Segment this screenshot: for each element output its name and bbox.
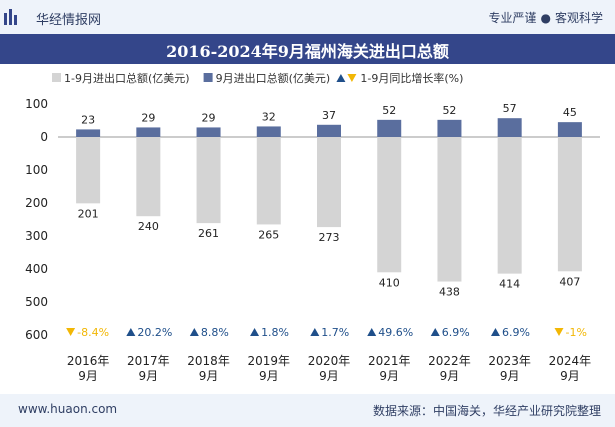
footer-bar — [0, 394, 615, 427]
y-tick-label: 200 — [25, 196, 48, 210]
y-tick-label: 400 — [25, 262, 48, 276]
sept-value-label: 29 — [141, 111, 155, 124]
total-bar — [196, 137, 221, 224]
total-bar — [497, 137, 522, 274]
rate-up-triangle-icon — [310, 328, 320, 336]
rate-value-label: 6.9% — [502, 326, 530, 339]
rate-up-triangle-icon — [367, 328, 377, 336]
y-tick-label: 300 — [25, 229, 48, 243]
y-tick-label: 0 — [40, 130, 48, 144]
sept-value-label: 32 — [262, 110, 276, 123]
category-label: 2022年 9月 — [428, 354, 471, 383]
total-bar — [557, 137, 582, 272]
tagline-left: 专业严谨 — [488, 11, 537, 25]
category-label: 2018年 9月 — [187, 354, 230, 383]
rate-value-label: 20.2% — [137, 326, 172, 339]
sept-bar — [317, 124, 341, 137]
rate-up-triangle-icon — [126, 328, 136, 336]
title-bar — [0, 34, 615, 64]
sept-bar — [437, 119, 462, 137]
brand-logo-icon — [4, 9, 17, 25]
sept-bar — [256, 126, 281, 137]
rate-up-triangle-icon — [250, 328, 260, 336]
rate-value-label: 6.9% — [442, 326, 470, 339]
total-bar — [437, 137, 462, 282]
sept-bar — [76, 129, 101, 137]
category-label: 2019年 9月 — [248, 354, 291, 383]
total-value-label: 261 — [198, 227, 219, 240]
sept-value-label: 52 — [382, 104, 396, 117]
y-tick-label: 100 — [25, 163, 48, 177]
total-bar — [136, 137, 161, 217]
chart-title: 2016-2024年9月福州海关进出口总额 — [166, 42, 449, 61]
legend-label-0: 1-9月进出口总额(亿美元) — [64, 71, 190, 85]
rate-value-label: -1% — [565, 326, 586, 339]
total-value-label: 240 — [138, 220, 159, 233]
y-tick-label: 600 — [25, 328, 48, 342]
chart: 1-9月进出口总额(亿美元) 9月进出口总额(亿美元) 1-9月同比增长率(%) 10… — [25, 71, 600, 383]
total-bar — [256, 137, 281, 225]
category-label: 2021年 9月 — [368, 354, 411, 383]
total-value-label: 407 — [559, 275, 580, 288]
rate-up-triangle-icon — [189, 328, 199, 336]
legend-label-2: 1-9月同比增长率(%) — [360, 71, 463, 85]
legend-down-triangle-icon — [347, 74, 357, 82]
brand-name: 华经情报网 — [36, 13, 102, 28]
legend-swatch-1 — [203, 73, 213, 82]
sept-value-label: 57 — [503, 102, 517, 115]
rate-down-triangle-icon — [66, 328, 76, 336]
rate-value-label: 1.7% — [321, 326, 349, 339]
category-label: 2024年 9月 — [549, 354, 592, 383]
rate-value-label: 1.8% — [261, 326, 289, 339]
sept-bar — [497, 118, 522, 137]
tagline-right: 客观科学 — [554, 11, 603, 25]
category-label: 2016年 9月 — [67, 354, 110, 383]
total-bar — [317, 137, 341, 228]
sept-value-label: 52 — [442, 104, 456, 117]
tagline-dot-icon: ● — [540, 11, 551, 25]
total-bar — [377, 137, 402, 273]
legend-swatch-0 — [52, 73, 61, 82]
footer-url[interactable]: www.huaon.com — [18, 402, 118, 416]
sept-value-label: 45 — [563, 106, 577, 119]
total-value-label: 273 — [319, 231, 340, 244]
sept-value-label: 23 — [81, 113, 95, 126]
rate-up-triangle-icon — [490, 328, 500, 336]
legend-up-triangle-icon — [336, 74, 346, 82]
sept-bar — [196, 127, 221, 137]
sept-bar — [557, 122, 582, 137]
total-value-label: 438 — [439, 286, 460, 299]
rate-down-triangle-icon — [554, 328, 564, 336]
total-bar — [76, 137, 101, 204]
legend-label-1: 9月进出口总额(亿美元) — [216, 71, 331, 85]
sept-bar — [136, 127, 161, 137]
category-label: 2023年 9月 — [488, 354, 531, 383]
total-value-label: 265 — [258, 228, 279, 241]
rate-value-label: -8.4% — [77, 326, 109, 339]
sept-value-label: 29 — [202, 111, 216, 124]
total-value-label: 201 — [78, 207, 99, 220]
rate-value-label: 49.6% — [378, 326, 413, 339]
rate-value-label: 8.8% — [201, 326, 229, 339]
y-tick-label: 500 — [25, 295, 48, 309]
total-value-label: 410 — [379, 276, 400, 289]
rate-up-triangle-icon — [430, 328, 440, 336]
tagline: 专业严谨 ● 客观科学 — [488, 9, 603, 26]
footer-source: 数据来源：中国海关，华经产业研究院整理 — [372, 404, 601, 418]
sept-value-label: 37 — [322, 109, 336, 122]
sept-bar — [377, 119, 402, 137]
top-bar — [0, 0, 615, 34]
y-tick-label: 100 — [25, 97, 48, 111]
category-label: 2020年 9月 — [308, 354, 351, 383]
category-label: 2017年 9月 — [127, 354, 170, 383]
total-value-label: 414 — [499, 278, 520, 291]
